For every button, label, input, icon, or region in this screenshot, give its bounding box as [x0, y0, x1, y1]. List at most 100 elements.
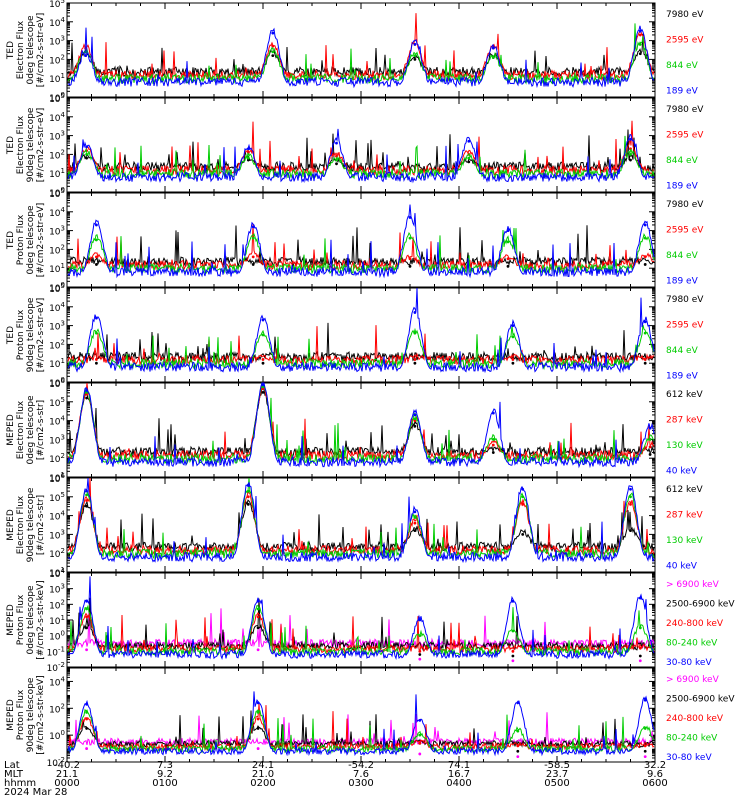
series-trace-7980-ev — [67, 225, 655, 268]
legend-entry: 240-800 keV — [666, 714, 724, 724]
y-tick-label: 103 — [49, 433, 65, 446]
peak-point — [251, 263, 255, 266]
peak-point — [251, 225, 255, 229]
peak-point — [246, 156, 250, 160]
peak-point — [256, 717, 260, 721]
peak-point — [271, 50, 275, 54]
peak-point — [511, 324, 515, 327]
peak-point — [95, 358, 98, 361]
y-axis-label: TEDProton Flux90deg telescope[#/cm2-s-st… — [6, 297, 46, 372]
x-tick-label-mlt: 7.6 — [353, 769, 369, 780]
peak-point — [491, 443, 495, 447]
peak-point — [643, 223, 647, 227]
peak-point — [251, 236, 255, 240]
peak-point — [511, 335, 515, 339]
peak-point — [467, 156, 471, 160]
legend-entry: 2595 eV — [666, 225, 704, 235]
peak-point — [491, 451, 495, 454]
legend-entry: 189 eV — [666, 181, 699, 191]
peak-point — [413, 42, 417, 46]
peak-point — [629, 158, 632, 162]
peak-point — [506, 229, 510, 233]
peak-point — [491, 411, 495, 415]
y-tick-label: 100 — [49, 630, 65, 643]
peak-point — [413, 358, 417, 361]
y-axis-label: MEPEDProton Flux0deg telescope[#/cm2-s-s… — [6, 580, 46, 659]
peak-point — [335, 162, 338, 166]
peak-point — [95, 331, 98, 335]
row-label-lat: Lat — [4, 760, 20, 771]
legend-entry: 130 keV — [666, 441, 703, 451]
peak-point — [256, 615, 260, 619]
peak-point — [335, 158, 338, 162]
y-tick-label: 104 — [49, 16, 65, 29]
peak-point — [643, 263, 647, 266]
legend-entry: 844 eV — [666, 61, 699, 71]
peak-point — [418, 718, 422, 722]
peak-point — [85, 717, 88, 721]
legend-entry: 7980 eV — [666, 200, 704, 210]
peak-point — [413, 510, 417, 514]
legend-entry: 130 keV — [666, 536, 703, 546]
peak-point — [85, 607, 88, 611]
peak-point — [246, 495, 250, 499]
peak-point — [516, 729, 520, 733]
peak-point — [629, 153, 632, 156]
series-trace-30-80-kev — [67, 576, 655, 661]
y-tick-label: 10-2 — [47, 661, 65, 674]
y-tick-label: 104 — [49, 301, 65, 314]
legend-entry: 287 keV — [666, 415, 703, 425]
peak-point — [85, 489, 88, 493]
x-tick-label-lat: -58.5 — [544, 760, 570, 771]
peak-point — [85, 389, 88, 392]
peak-point — [256, 710, 260, 714]
legend-entry: 40 keV — [666, 561, 698, 571]
peak-point — [95, 361, 98, 365]
y-tick-label: 102 — [49, 338, 65, 351]
peak-point — [413, 58, 417, 61]
peak-point — [648, 438, 652, 441]
legend-entry: 30-80 keV — [666, 753, 712, 763]
peak-point — [251, 255, 255, 259]
peak-point — [85, 396, 88, 400]
y-tick-label: 101 — [49, 614, 65, 627]
legend-entry: 612 keV — [666, 390, 703, 400]
peak-point — [418, 733, 422, 737]
peak-point — [643, 361, 647, 365]
x-tick-label-lat: 7.3 — [157, 760, 173, 771]
peak-point — [85, 615, 88, 619]
peak-point — [271, 31, 275, 35]
y-axis-label: TEDElectron Flux0deg telescope[#/cm2-s-s… — [6, 13, 46, 88]
peak-point — [408, 257, 412, 261]
peak-point — [629, 487, 632, 491]
y-tick-label: 105 — [49, 0, 65, 10]
series-trace-2500-6900-kev — [67, 710, 655, 750]
legend-entry: 30-80 keV — [666, 658, 712, 668]
y-tick-label: 10-1 — [47, 645, 65, 658]
x-tick-label-mlt: 16.7 — [448, 769, 470, 780]
x-tick-label-lat: 74.1 — [448, 760, 470, 771]
legend-entry: 844 eV — [666, 251, 699, 261]
y-tick-label: 103 — [49, 320, 65, 333]
y-axis-label: MEPEDElectron Flux90deg telescope[#/cm2-… — [6, 487, 46, 562]
peak-point — [85, 702, 88, 706]
peak-point — [408, 264, 412, 268]
legend-entry: 7980 eV — [666, 295, 704, 305]
x-tick-label-hhmm: 0100 — [152, 778, 177, 789]
y-tick-label: 102 — [49, 53, 65, 66]
peak-point — [413, 516, 417, 519]
peak-point — [261, 333, 265, 337]
series-trace--6900-kev — [67, 712, 655, 747]
peak-point — [95, 223, 98, 227]
peak-point — [413, 54, 417, 58]
peak-point — [418, 741, 422, 745]
y-tick-label: 103 — [49, 528, 65, 541]
peak-point — [85, 504, 88, 508]
peak-point — [418, 653, 422, 656]
y-tick-label: 102 — [49, 702, 65, 715]
peak-point — [85, 493, 88, 497]
peak-point — [506, 257, 510, 261]
peak-point — [85, 599, 88, 603]
y-tick-label: 103 — [49, 130, 65, 143]
